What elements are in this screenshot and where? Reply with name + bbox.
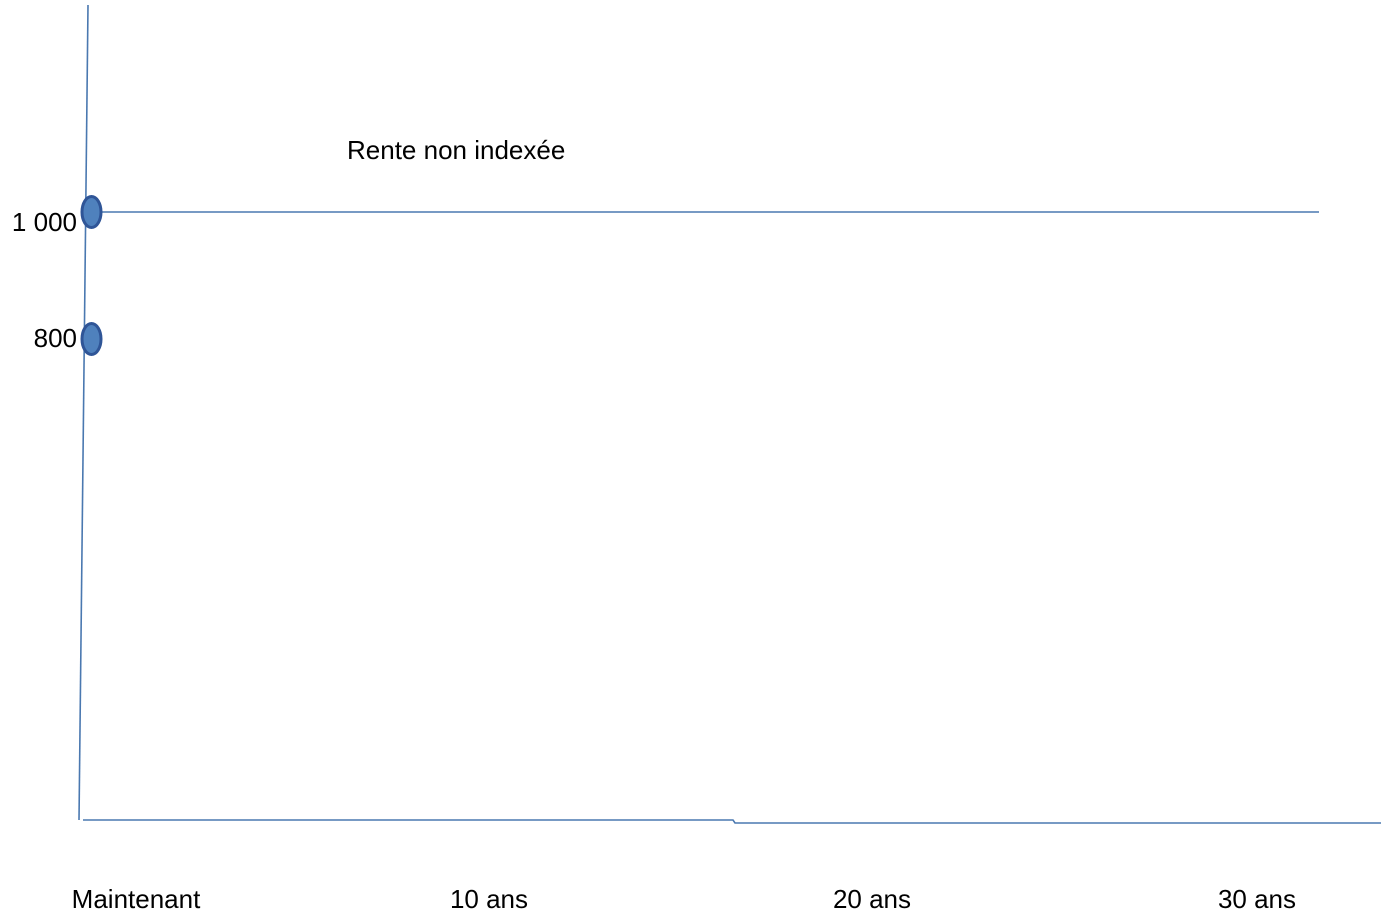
series-label: Rente non indexée	[347, 135, 565, 165]
x-tick-label-30-ans: 30 ans	[1218, 884, 1296, 914]
y-tick-label-800: 800	[34, 323, 77, 353]
y-axis	[78, 4, 89, 821]
x-tick-label-20-ans: 20 ans	[833, 884, 911, 914]
data-point-800	[80, 322, 103, 356]
marker-layer	[80, 195, 103, 356]
x-axis	[83, 819, 1381, 824]
x-tick-label-maintenant: Maintenant	[72, 884, 201, 914]
x-tick-label-10-ans: 10 ans	[450, 884, 528, 914]
y-tick-label-1000: 1 000	[12, 207, 77, 237]
data-point-1000	[80, 195, 103, 229]
